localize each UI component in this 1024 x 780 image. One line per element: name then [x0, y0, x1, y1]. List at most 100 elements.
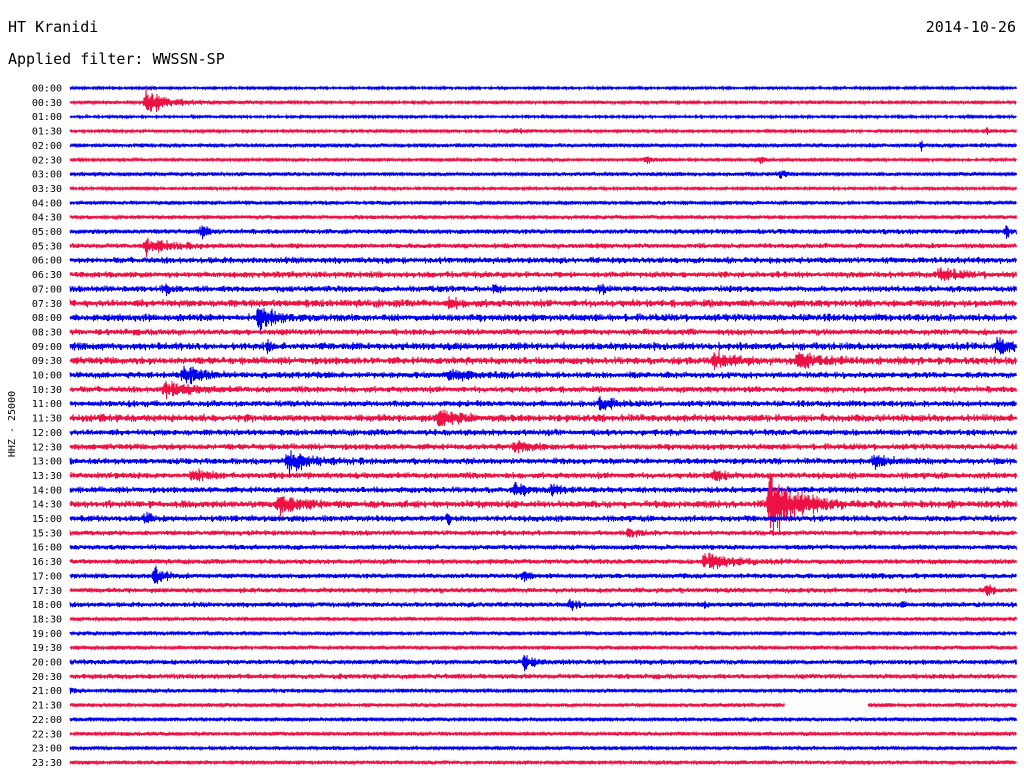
trace-row: [69, 481, 1017, 497]
row-time-label: 19:30: [32, 643, 62, 654]
trace-row: [69, 237, 1017, 258]
row-time-label: 23:30: [32, 758, 62, 769]
channel-label: HHZ - 25000: [7, 391, 18, 457]
trace-row: [69, 395, 1017, 411]
row-time-label: 05:30: [32, 241, 62, 252]
row-time-label: 14:00: [32, 485, 62, 496]
trace-row: [69, 140, 1017, 152]
row-time-label: 01:00: [32, 112, 62, 123]
trace-row: [69, 440, 1017, 454]
trace-row: [69, 225, 1017, 240]
row-time-label: 23:00: [32, 744, 62, 755]
row-time-label: 08:00: [32, 313, 62, 324]
row-time-label: 01:30: [32, 127, 62, 138]
filter-label: Applied filter: WWSSN-SP: [8, 50, 225, 68]
station-name: HT Kranidi: [8, 18, 99, 36]
row-time-label: 17:00: [32, 571, 62, 582]
trace-row: [69, 527, 1017, 538]
row-time-label: 18:30: [32, 614, 62, 625]
trace-row: [69, 450, 1017, 477]
trace-row: [69, 759, 1017, 766]
trace-row: [69, 365, 1017, 385]
trace-row: [69, 654, 1017, 672]
trace-row: [69, 468, 1017, 482]
trace-row: [69, 213, 1017, 221]
row-time-label: 09:00: [32, 342, 62, 353]
trace-row: [69, 409, 1017, 427]
row-time-label: 17:30: [32, 586, 62, 597]
trace-row: [69, 296, 1017, 310]
trace-row: [69, 170, 1017, 179]
row-time-label: 10:00: [32, 371, 62, 382]
row-time-label: 11:00: [32, 399, 62, 410]
trace-row: [69, 716, 1017, 723]
row-time-label: 09:30: [32, 356, 62, 367]
trace-row: [69, 380, 1017, 400]
row-time-label: 15:00: [32, 514, 62, 525]
row-time-label: 18:00: [32, 600, 62, 611]
trace-row: [69, 126, 1017, 136]
row-time-label: 13:30: [32, 471, 62, 482]
trace-row: [69, 644, 1017, 651]
trace-row: [69, 267, 1017, 281]
row-time-label: 06:30: [32, 270, 62, 281]
trace-row: [69, 584, 1017, 597]
trace-row: [69, 349, 1017, 370]
row-time-label: 04:30: [32, 213, 62, 224]
trace-row: [69, 283, 1017, 297]
row-time-label: 20:00: [32, 658, 62, 669]
row-time-label: 22:00: [32, 715, 62, 726]
row-time-label: 06:00: [32, 256, 62, 267]
trace-row: [69, 472, 1017, 535]
trace-row: [69, 744, 1017, 752]
row-time-label: 07:30: [32, 299, 62, 310]
row-time-label: 16:00: [32, 543, 62, 554]
trace-row: [69, 328, 1017, 336]
trace-row: [69, 687, 1017, 694]
row-time-label: 02:00: [32, 141, 62, 152]
row-time-label: 15:30: [32, 528, 62, 539]
trace-row: [69, 256, 1017, 264]
row-time-label: 05:00: [32, 227, 62, 238]
trace-row: [69, 84, 1017, 92]
trace-row: [69, 552, 1017, 570]
trace-row: [69, 565, 1017, 584]
row-time-label: 00:00: [32, 84, 62, 95]
row-time-label: 00:30: [32, 98, 62, 109]
row-time-label: 14:30: [32, 500, 62, 511]
row-time-label: 19:00: [32, 629, 62, 640]
row-time-label: 08:30: [32, 327, 62, 338]
row-time-label: 07:00: [32, 284, 62, 295]
trace-row: [69, 87, 1017, 113]
row-time-label: 11:30: [32, 414, 62, 425]
trace-row: [69, 185, 1017, 192]
row-time-label: 12:00: [32, 428, 62, 439]
row-time-label: 04:00: [32, 198, 62, 209]
trace-row: [69, 615, 1017, 623]
record-date: 2014-10-26: [925, 18, 1016, 36]
row-time-label: 20:30: [32, 672, 62, 683]
row-time-labels: 00:00 00:30 01:00 01:30 02:00 02:30 03:00 03:30…: [32, 84, 62, 769]
row-time-label: 21:00: [32, 686, 62, 697]
trace-row: [69, 701, 1017, 709]
trace-row: [69, 156, 1017, 165]
row-time-label: 02:30: [32, 155, 62, 166]
row-time-label: 03:30: [32, 184, 62, 195]
trace-row: [69, 113, 1017, 120]
trace-row: [69, 629, 1017, 637]
trace-row: [69, 336, 1017, 355]
trace-row: [69, 673, 1017, 680]
trace-row: [69, 543, 1017, 551]
row-time-label: 21:30: [32, 701, 62, 712]
row-time-label: 16:30: [32, 557, 62, 568]
trace-group: [69, 84, 1017, 766]
trace-row: [69, 511, 1017, 526]
trace-row: [69, 598, 1017, 612]
trace-row: [69, 730, 1017, 738]
trace-row: [69, 307, 1017, 335]
row-time-label: 22:30: [32, 729, 62, 740]
row-time-label: 12:30: [32, 442, 62, 453]
row-time-label: 10:30: [32, 385, 62, 396]
trace-row: [69, 428, 1017, 437]
trace-row: [69, 199, 1017, 207]
